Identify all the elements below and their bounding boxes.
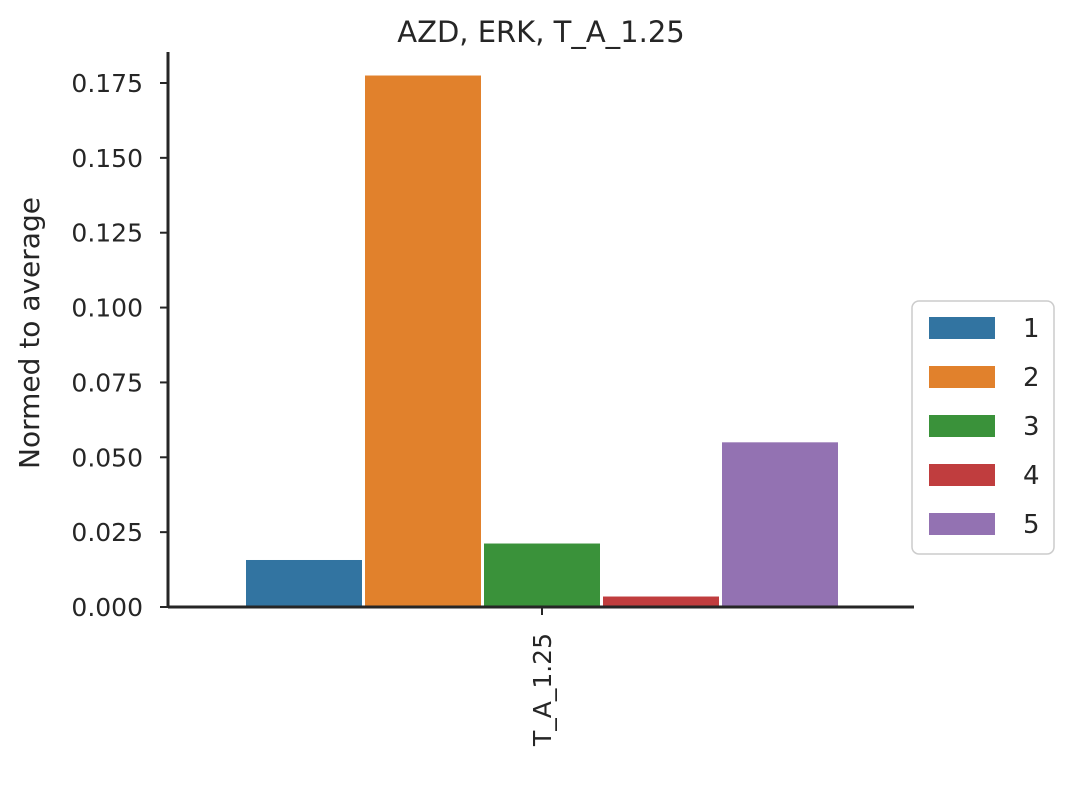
- y-axis-label: Normed to average: [13, 197, 46, 469]
- bar-series-3: [484, 543, 600, 607]
- legend-label-2: 2: [1023, 363, 1040, 393]
- y-ticks-layer: 0.000 0.025 0.050 0.075 0.100 0.125 0.150 0.175: [71, 69, 168, 622]
- legend-swatch-4: [929, 464, 995, 486]
- legend-swatch-2: [929, 366, 995, 388]
- y-tick-label: 0.125: [71, 219, 143, 248]
- y-tick-label: 0.075: [71, 368, 143, 397]
- bar-series-1: [246, 559, 362, 607]
- y-tick-label: 0.050: [71, 443, 143, 472]
- bar-series-5: [722, 442, 838, 607]
- legend-swatch-3: [929, 415, 995, 437]
- y-tick-label: 0.175: [71, 69, 143, 98]
- y-tick-label: 0.025: [71, 518, 143, 547]
- x-tick-label: T_A_1.25: [528, 633, 557, 747]
- legend-label-1: 1: [1023, 314, 1040, 344]
- legend-swatch-5: [929, 513, 995, 535]
- legend-label-5: 5: [1023, 510, 1040, 540]
- bar-series-4: [603, 596, 719, 607]
- chart-title: AZD, ERK, T_A_1.25: [397, 15, 685, 49]
- legend-label-3: 3: [1023, 412, 1040, 442]
- bars-layer: [246, 75, 838, 607]
- y-tick-label: 0.000: [71, 593, 143, 622]
- y-tick-label: 0.100: [71, 294, 143, 323]
- y-tick-label: 0.150: [71, 144, 143, 173]
- x-ticks-layer: T_A_1.25: [528, 607, 557, 747]
- legend-label-4: 4: [1023, 461, 1040, 491]
- legend-swatch-1: [929, 317, 995, 339]
- bar-series-2: [365, 75, 481, 607]
- legend-items: 1 2 3 4 5: [929, 314, 1040, 540]
- legend: 1 2 3 4 5: [911, 300, 1055, 555]
